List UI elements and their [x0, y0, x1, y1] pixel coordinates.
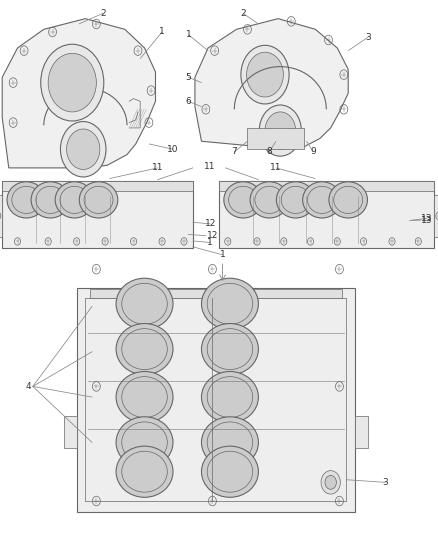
Ellipse shape — [116, 324, 173, 375]
Bar — [219, 181, 434, 191]
Circle shape — [67, 129, 100, 169]
Ellipse shape — [116, 372, 173, 423]
Ellipse shape — [276, 182, 315, 218]
Bar — [90, 289, 342, 298]
Ellipse shape — [303, 182, 341, 218]
Ellipse shape — [201, 324, 258, 375]
Ellipse shape — [55, 182, 94, 218]
Text: 11: 11 — [152, 164, 163, 172]
Circle shape — [41, 44, 104, 121]
Ellipse shape — [329, 182, 367, 218]
Text: 8: 8 — [266, 148, 272, 156]
Polygon shape — [2, 19, 155, 168]
Circle shape — [60, 122, 106, 177]
Circle shape — [48, 53, 96, 112]
Bar — [355, 416, 368, 448]
Ellipse shape — [250, 182, 289, 218]
Ellipse shape — [201, 278, 258, 329]
Text: 12: 12 — [205, 220, 216, 228]
Circle shape — [325, 475, 336, 489]
Text: 2: 2 — [240, 9, 246, 18]
Ellipse shape — [116, 278, 173, 329]
Bar — [2, 181, 193, 191]
Circle shape — [265, 112, 296, 149]
Bar — [85, 298, 346, 501]
Text: 1: 1 — [207, 238, 213, 247]
Ellipse shape — [224, 182, 262, 218]
Text: 9: 9 — [310, 148, 316, 156]
Ellipse shape — [31, 182, 70, 218]
Bar — [64, 416, 77, 448]
Ellipse shape — [7, 182, 46, 218]
Bar — [434, 195, 438, 237]
Ellipse shape — [116, 446, 173, 497]
Text: 13: 13 — [421, 214, 433, 223]
Bar — [219, 181, 434, 248]
Text: 3: 3 — [382, 478, 389, 487]
Polygon shape — [195, 19, 348, 149]
Ellipse shape — [201, 417, 258, 468]
Bar — [77, 288, 355, 512]
Circle shape — [321, 471, 340, 494]
Ellipse shape — [201, 446, 258, 497]
Text: 2: 2 — [100, 9, 106, 18]
Circle shape — [259, 105, 301, 156]
Ellipse shape — [79, 182, 118, 218]
Bar — [2, 181, 193, 248]
Text: 3: 3 — [365, 33, 371, 42]
Text: 1: 1 — [185, 30, 191, 39]
Text: 6: 6 — [185, 97, 191, 106]
Ellipse shape — [116, 417, 173, 468]
Text: 11: 11 — [270, 164, 282, 172]
Ellipse shape — [201, 372, 258, 423]
Text: 1: 1 — [219, 251, 226, 259]
Text: 4: 4 — [26, 382, 31, 391]
Circle shape — [241, 45, 289, 104]
Circle shape — [247, 52, 283, 97]
Bar — [247, 128, 304, 149]
Text: 1: 1 — [159, 28, 165, 36]
Text: 13: 13 — [421, 216, 433, 224]
Text: 12: 12 — [207, 231, 218, 240]
Text: 5: 5 — [185, 73, 191, 82]
Bar — [0, 195, 2, 237]
Text: 7: 7 — [231, 148, 237, 156]
Text: 11: 11 — [204, 163, 215, 171]
Text: 10: 10 — [167, 145, 179, 154]
